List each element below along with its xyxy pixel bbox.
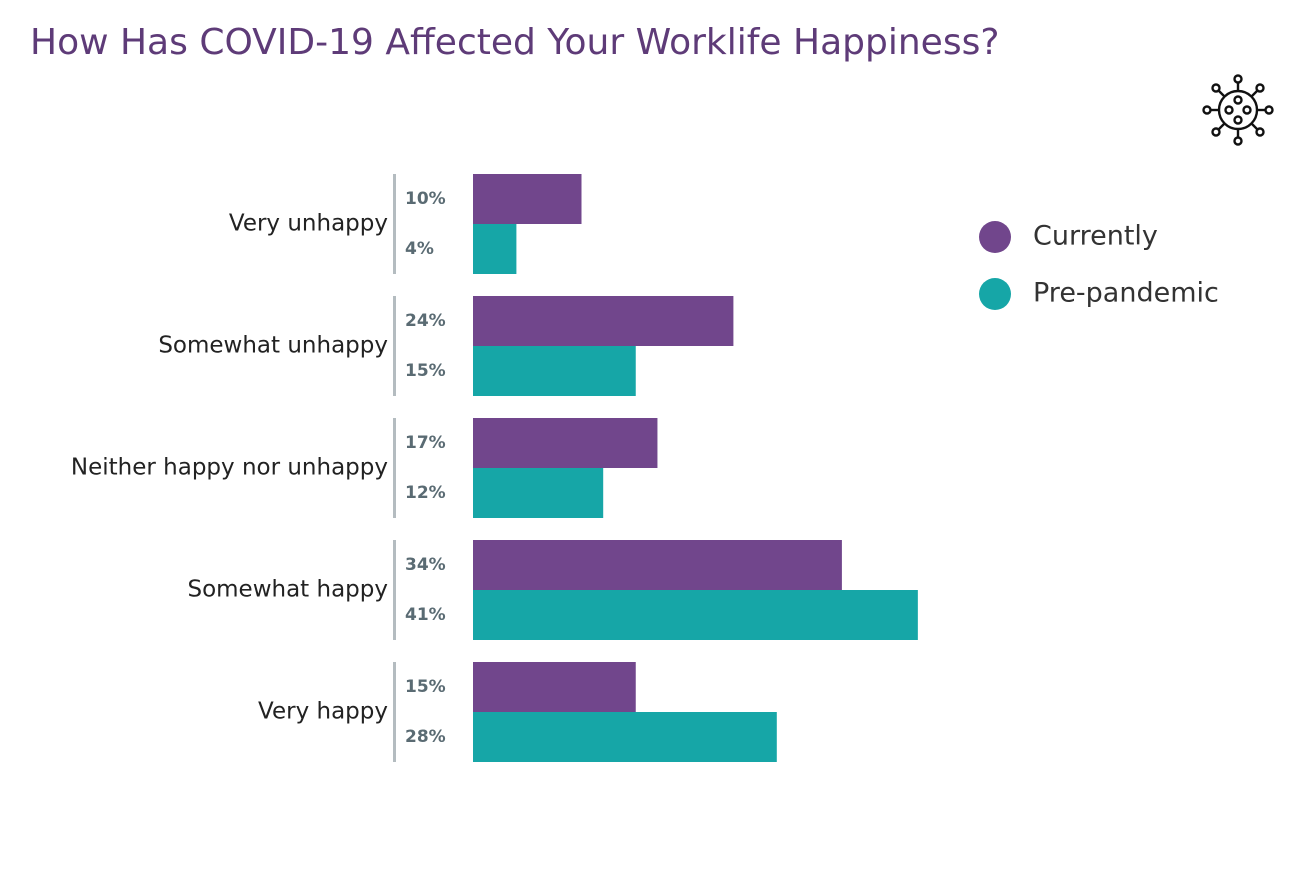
bar	[473, 224, 517, 274]
category-label: Somewhat happy	[187, 577, 388, 603]
legend-label: Pre-pandemic	[1033, 278, 1219, 309]
bar	[473, 296, 734, 346]
value-label: 15%	[405, 677, 446, 697]
value-label: 17%	[405, 433, 446, 453]
bar	[473, 346, 636, 396]
legend-marker	[979, 221, 1011, 253]
value-label: 4%	[405, 239, 434, 259]
value-label: 28%	[405, 727, 446, 747]
bar	[473, 590, 918, 640]
separator	[393, 296, 396, 396]
value-label: 34%	[405, 555, 446, 575]
separator	[393, 662, 396, 762]
bar	[473, 712, 777, 762]
value-label: 15%	[405, 361, 446, 381]
virus-icon	[1202, 74, 1274, 146]
bar	[473, 174, 582, 224]
separator	[393, 174, 396, 274]
value-label: 10%	[405, 189, 446, 209]
legend-label: Currently	[1033, 221, 1158, 252]
bar	[473, 468, 604, 518]
value-label: 41%	[405, 605, 446, 625]
category-label: Somewhat unhappy	[158, 333, 388, 359]
separator	[393, 540, 396, 640]
bar	[473, 662, 636, 712]
category-label: Neither happy nor unhappy	[71, 455, 388, 481]
category-label: Very unhappy	[229, 211, 388, 237]
value-label: 12%	[405, 483, 446, 503]
legend-marker	[979, 278, 1011, 310]
bar	[473, 418, 658, 468]
bar	[473, 540, 842, 590]
category-label: Very happy	[258, 699, 388, 725]
chart-title: How Has COVID-19 Affected Your Worklife …	[30, 22, 999, 63]
separator	[393, 418, 396, 518]
value-label: 24%	[405, 311, 446, 331]
